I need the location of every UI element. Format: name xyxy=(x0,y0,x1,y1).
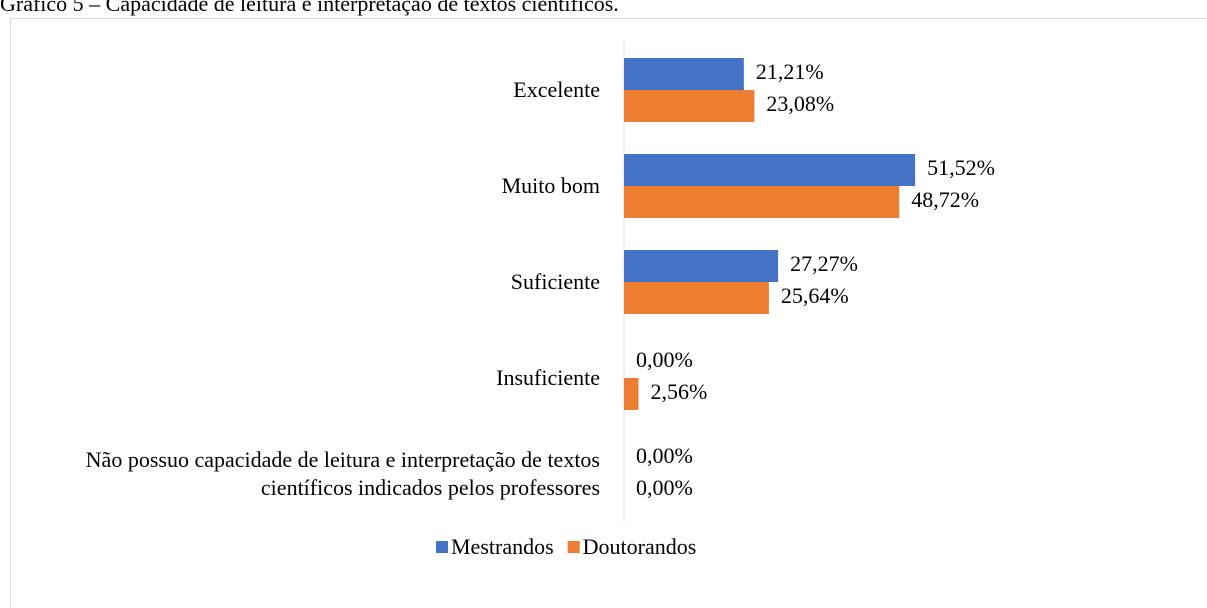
value-label: 48,72% xyxy=(911,187,979,212)
value-label: 51,52% xyxy=(927,155,995,180)
chart-frame xyxy=(10,18,1207,608)
value-label: 27,27% xyxy=(790,251,858,276)
value-label: 0,00% xyxy=(636,475,693,500)
legend-swatch xyxy=(436,541,448,553)
value-label: 0,00% xyxy=(636,347,693,372)
legend-swatch xyxy=(567,541,580,553)
title-bg xyxy=(0,0,1207,18)
value-label: 23,08% xyxy=(766,91,834,116)
chart-title: Gráfico 5 – Capacidade de leitura e inte… xyxy=(0,0,619,16)
bar xyxy=(624,186,900,218)
bar xyxy=(624,154,916,186)
bar xyxy=(624,378,639,410)
value-label: 25,64% xyxy=(781,283,849,308)
category-label: Não possuo capacidade de leitura e inter… xyxy=(85,447,600,500)
category-label: Insuficiente xyxy=(496,365,600,390)
category-label: Excelente xyxy=(513,77,600,102)
bar xyxy=(624,58,744,90)
value-label: 21,21% xyxy=(756,59,824,84)
category-label: Suficiente xyxy=(510,269,600,294)
value-label: 0,00% xyxy=(636,443,693,468)
legend-label: Mestrandos xyxy=(451,534,554,559)
value-label: 2,56% xyxy=(650,379,707,404)
bar xyxy=(624,282,769,314)
legend-label: Doutorandos xyxy=(583,534,697,559)
bar xyxy=(624,90,755,122)
category-label: Muito bom xyxy=(501,173,600,198)
bar xyxy=(624,250,779,282)
